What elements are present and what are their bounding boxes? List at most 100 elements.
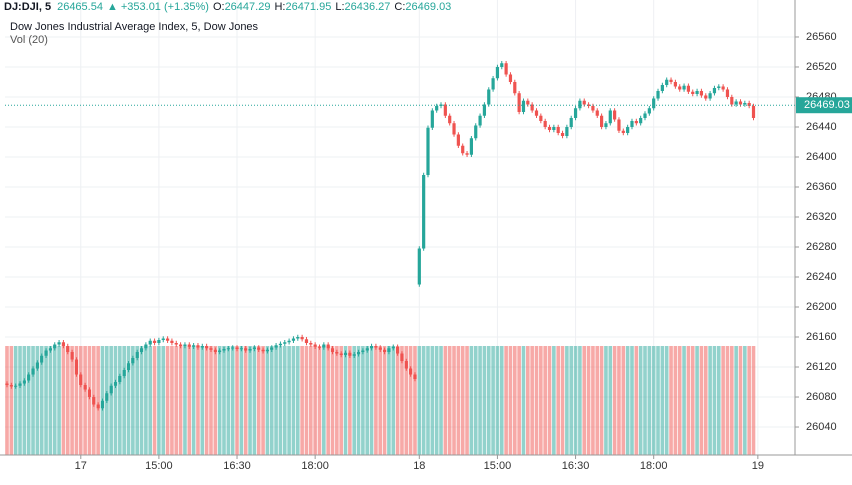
legend-header: DJ:DJI, 5 26465.54 ▲ +353.01 (+1.35%) O:2644… — [4, 1, 451, 46]
volume-bar — [482, 346, 487, 455]
volume-bar — [456, 346, 461, 455]
volume-bar — [300, 346, 304, 455]
candle-body — [53, 344, 57, 349]
candle-body — [9, 385, 13, 387]
candle-body — [738, 101, 743, 105]
volume-bar — [74, 346, 79, 455]
volume-bar — [204, 346, 209, 455]
candle-body — [148, 340, 152, 345]
ohlc-value: 26436.27 — [345, 1, 391, 13]
candle-body — [556, 126, 560, 133]
volume-bar — [291, 346, 296, 455]
y-tick-label: 26360 — [806, 181, 837, 193]
candle-body — [66, 346, 70, 353]
volume-bar — [165, 346, 170, 455]
volume-bar — [48, 346, 53, 455]
candle-body — [500, 63, 504, 67]
volume-bar — [126, 346, 131, 455]
volume-bar — [721, 346, 725, 455]
ohlc: O:26447.29 H:26471.95 L:26436.27 C:26469.03 — [213, 1, 451, 13]
candle-body — [643, 113, 647, 118]
candle-body — [113, 382, 118, 386]
candle-body — [22, 380, 26, 384]
volume-bar — [734, 346, 738, 455]
volume-bar — [256, 346, 261, 455]
candle-body — [213, 349, 217, 353]
volume-bar — [751, 346, 756, 455]
volume-bar — [413, 346, 417, 455]
x-tick-label: 18 — [413, 460, 425, 472]
candle-body — [287, 340, 291, 343]
candle-body — [40, 355, 44, 363]
volume-bar — [217, 346, 222, 455]
volume-bar — [586, 346, 591, 455]
candle-body — [487, 89, 491, 105]
volume-bar — [113, 346, 118, 455]
candle-body — [209, 348, 213, 350]
volume-bar — [547, 346, 552, 455]
x-tick-label: 16:30 — [562, 460, 590, 472]
candle-body — [586, 104, 591, 106]
volume-bar — [426, 346, 430, 455]
candle-body — [621, 130, 625, 133]
volume-bar — [13, 346, 18, 455]
volume-bar — [261, 346, 265, 455]
volume-bar — [391, 346, 396, 455]
volume-bar — [556, 346, 560, 455]
candle-body — [261, 349, 265, 352]
candle-body — [382, 349, 387, 353]
candle-body — [187, 344, 191, 347]
volume-bar — [122, 346, 126, 455]
volume-bar — [230, 346, 235, 455]
candle-body — [400, 353, 404, 362]
candle-body — [686, 85, 691, 92]
candle-body — [283, 342, 287, 344]
candle-body — [569, 117, 573, 127]
volume-bar — [730, 346, 734, 455]
candle-body — [422, 174, 426, 249]
candle-body — [513, 81, 517, 94]
volume-layer — [5, 346, 756, 455]
candle-body — [265, 349, 270, 352]
volume-bar — [18, 346, 22, 455]
candle-body — [18, 383, 22, 386]
volume-bar — [651, 346, 656, 455]
candle-body — [196, 345, 200, 348]
volume-bar — [282, 346, 287, 455]
candle-body — [578, 100, 582, 109]
instrument-name: Dow Jones Industrial Average Index, 5, D… — [10, 21, 259, 33]
candle-body — [374, 346, 378, 348]
volume-bar — [743, 346, 747, 455]
candle-body — [708, 93, 712, 99]
last-price-tag — [796, 97, 852, 114]
candle-body — [70, 352, 74, 360]
candle-body — [582, 100, 586, 105]
candle-body — [274, 345, 278, 348]
candle-body — [200, 346, 204, 348]
volume-bar — [747, 346, 751, 455]
volume-bar — [495, 346, 500, 455]
candle-body — [131, 358, 135, 364]
volume-bar — [591, 346, 595, 455]
volume-bar — [430, 346, 435, 455]
candle-body — [404, 361, 408, 369]
candle-body — [144, 344, 148, 349]
volume-bar — [274, 346, 278, 455]
candle-body — [326, 344, 330, 349]
candle-body — [734, 101, 738, 105]
candle-body — [79, 374, 83, 386]
candle-body — [482, 104, 487, 116]
candle-body — [560, 132, 565, 136]
candle-body — [747, 102, 751, 106]
volume-bar — [248, 346, 252, 455]
volume-bar — [491, 346, 495, 455]
volume-bar — [521, 346, 526, 455]
volume-bar — [326, 346, 330, 455]
volume-bar — [530, 346, 534, 455]
volume-bar — [578, 346, 582, 455]
candle-body — [356, 352, 361, 355]
candle-body — [48, 348, 52, 351]
volume-bar — [35, 346, 40, 455]
volume-bar — [322, 346, 326, 455]
volume-bar — [374, 346, 378, 455]
